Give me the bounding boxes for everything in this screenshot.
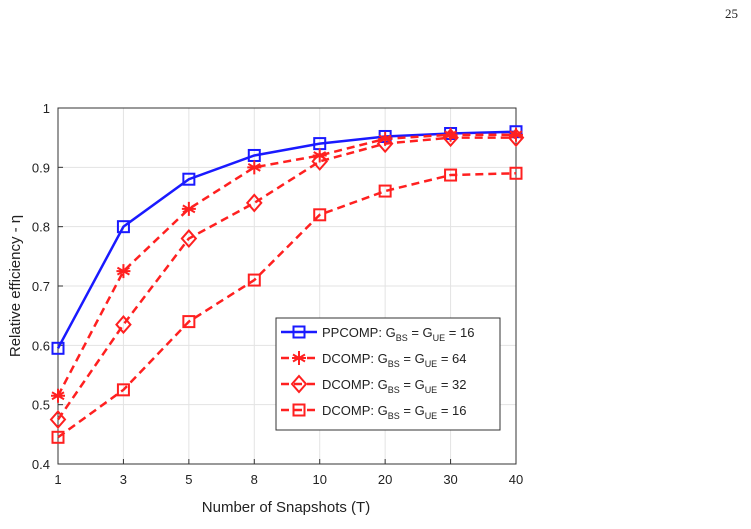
- marker: [312, 148, 327, 163]
- marker: [247, 160, 262, 175]
- marker: [245, 193, 263, 213]
- series-line: [56, 136, 516, 421]
- marker: [444, 168, 458, 182]
- marker: [116, 383, 130, 397]
- plot-frame: [57, 107, 517, 465]
- marker: [509, 127, 523, 142]
- page-number: 25: [725, 6, 738, 21]
- series-line: [57, 172, 517, 439]
- marker: [181, 201, 196, 216]
- marker: [51, 341, 65, 355]
- y-tick-label: 0.6: [32, 338, 50, 353]
- marker: [182, 315, 196, 329]
- legend-label: DCOMP: GBS = GUE = 64: [322, 351, 466, 369]
- legend-box: [275, 317, 501, 431]
- legend-label: DCOMP: GBS = GUE = 16: [322, 403, 466, 421]
- marker: [290, 374, 308, 394]
- marker: [313, 208, 327, 222]
- marker: [378, 184, 392, 198]
- x-tick-label: 1: [54, 472, 61, 487]
- x-tick-label: 10: [312, 472, 326, 487]
- y-tick-label: 0.9: [32, 160, 50, 175]
- y-tick-label: 0.4: [32, 457, 50, 472]
- x-tick-label: 3: [120, 472, 127, 487]
- marker: [443, 127, 458, 142]
- x-tick-label: 8: [251, 472, 258, 487]
- y-tick-label: 0.7: [32, 279, 50, 294]
- marker: [116, 220, 130, 234]
- marker: [311, 151, 329, 171]
- marker: [442, 128, 459, 148]
- marker: [292, 403, 306, 417]
- x-tick-label: 40: [509, 472, 523, 487]
- marker: [115, 315, 132, 335]
- series-line: [56, 130, 517, 349]
- x-tick-label: 30: [443, 472, 457, 487]
- marker: [182, 172, 196, 186]
- marker: [49, 409, 67, 430]
- marker: [116, 264, 131, 279]
- y-axis-label: Relative efficiency - η: [7, 215, 24, 357]
- series-line: [56, 133, 516, 397]
- x-tick-label: 20: [378, 472, 392, 487]
- y-tick-label: 0.5: [32, 398, 50, 413]
- marker: [51, 388, 65, 403]
- legend-label: PPCOMP: GBS = GUE = 16: [322, 325, 474, 343]
- marker: [292, 325, 306, 339]
- marker: [509, 166, 523, 180]
- marker: [507, 128, 525, 148]
- marker: [292, 351, 306, 365]
- legend-label: DCOMP: GBS = GUE = 32: [322, 377, 466, 395]
- x-tick-label: 5: [185, 472, 192, 487]
- marker: [376, 134, 394, 154]
- marker: [378, 131, 393, 146]
- y-tick-label: 1: [43, 101, 50, 116]
- marker: [180, 229, 198, 249]
- marker: [247, 273, 261, 287]
- y-tick-label: 0.8: [32, 220, 50, 235]
- x-axis-label: Number of Snapshots (T): [202, 499, 370, 516]
- marker: [51, 430, 65, 444]
